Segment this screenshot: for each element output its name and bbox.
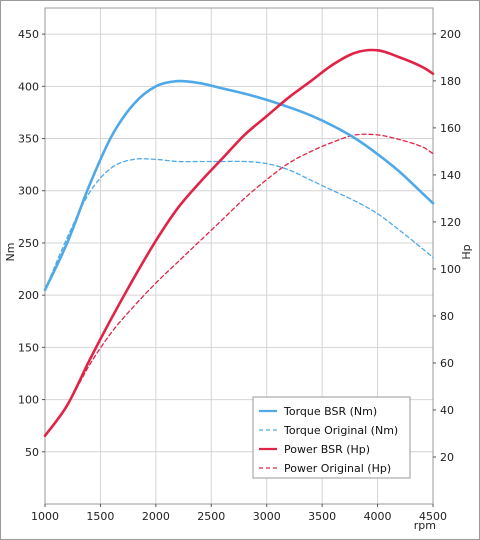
series-line-3: [43, 48, 435, 438]
y-right-tick-label: 60: [440, 357, 454, 370]
y-right-tick-label: 180: [440, 75, 461, 88]
y-right-tick-label: 120: [440, 216, 461, 229]
y-right-tick-label: 140: [440, 169, 461, 182]
x-tick-label: 3000: [253, 510, 281, 523]
x-tick-label: 1000: [31, 510, 59, 523]
x-tick-label: 4500: [419, 510, 447, 523]
legend: Torque BSR (Nm) Torque Original (Nm) Power…: [252, 396, 411, 479]
x-tick-label: 4000: [364, 510, 392, 523]
y-left-tick-label: 100: [18, 394, 39, 407]
x-axis-label: rpm: [414, 519, 436, 532]
x-tick-label: 2500: [197, 510, 225, 523]
legend-box: [252, 396, 411, 479]
y-left-tick-label: 200: [18, 289, 39, 302]
y-left-tick-label: 450: [18, 28, 39, 41]
y-axis-label-right: Hp: [460, 244, 473, 259]
y-right-tick-label: 100: [440, 263, 461, 276]
x-tick-label: 2000: [142, 510, 170, 523]
legend-label-2: Torque Original (Nm): [283, 424, 398, 437]
y-left-tick-label: 250: [18, 237, 39, 250]
legend-label-3: Power BSR (Hp): [284, 443, 370, 456]
series-lines: [43, 48, 435, 438]
y-right-tick-label: 200: [440, 28, 461, 41]
y-axis-label-left: Nm: [4, 243, 17, 262]
series-line-1: [43, 79, 435, 292]
legend-label-1: Torque BSR (Nm): [283, 405, 377, 418]
x-tick-label: 1500: [86, 510, 114, 523]
y-left-tick-label: 150: [18, 341, 39, 354]
y-left-tick-label: 400: [18, 80, 39, 93]
y-left-tick-label: 350: [18, 133, 39, 146]
y-left-tick-label: 50: [25, 446, 39, 459]
series-line-2: [44, 158, 434, 291]
plot-frame: [44, 7, 434, 505]
y-right-tick-label: 160: [440, 122, 461, 135]
y-right-tick-label: 80: [440, 310, 454, 323]
axis-ticks: 50 100 150 200 250 300 350 400 450 20 40 60 80 100 120…: [18, 28, 461, 523]
y-right-tick-label: 20: [440, 451, 454, 464]
x-tick-label: 3500: [308, 510, 336, 523]
y-left-tick-label: 300: [18, 185, 39, 198]
y-right-tick-label: 40: [440, 404, 454, 417]
legend-label-4: Power Original (Hp): [284, 462, 391, 475]
series-line-4: [44, 133, 434, 437]
